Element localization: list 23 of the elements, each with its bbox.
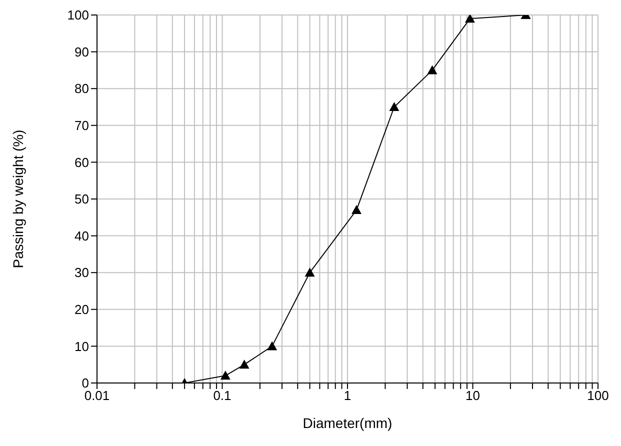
y-tick-label: 60 — [74, 154, 89, 170]
y-tick-label: 10 — [74, 338, 89, 354]
y-tick-label: 80 — [74, 81, 89, 96]
point — [427, 65, 438, 74]
x-axis-title: Diameter(mm) — [302, 415, 392, 431]
y-tick-label: 0 — [82, 376, 89, 391]
point — [352, 205, 362, 214]
x-tick-label: 1 — [344, 388, 352, 404]
y-tick-label: 90 — [74, 44, 89, 60]
y-axis-title: Passing by weight (%) — [10, 130, 26, 268]
x-tick-label: 0.01 — [84, 388, 110, 404]
y-tick-label: 20 — [74, 302, 89, 318]
y-tick-label: 30 — [74, 265, 89, 280]
y-tick-label: 70 — [74, 118, 89, 134]
x-tick-label: 0.1 — [213, 388, 232, 404]
y-tick-label: 100 — [67, 8, 89, 23]
point — [464, 15, 475, 23]
x-tick-label: 100 — [587, 388, 609, 404]
y-tick-label: 50 — [74, 192, 89, 207]
y-tick-label: 40 — [74, 228, 89, 244]
x-tick-label: 10 — [466, 388, 480, 404]
point — [389, 102, 400, 111]
point — [239, 360, 250, 369]
